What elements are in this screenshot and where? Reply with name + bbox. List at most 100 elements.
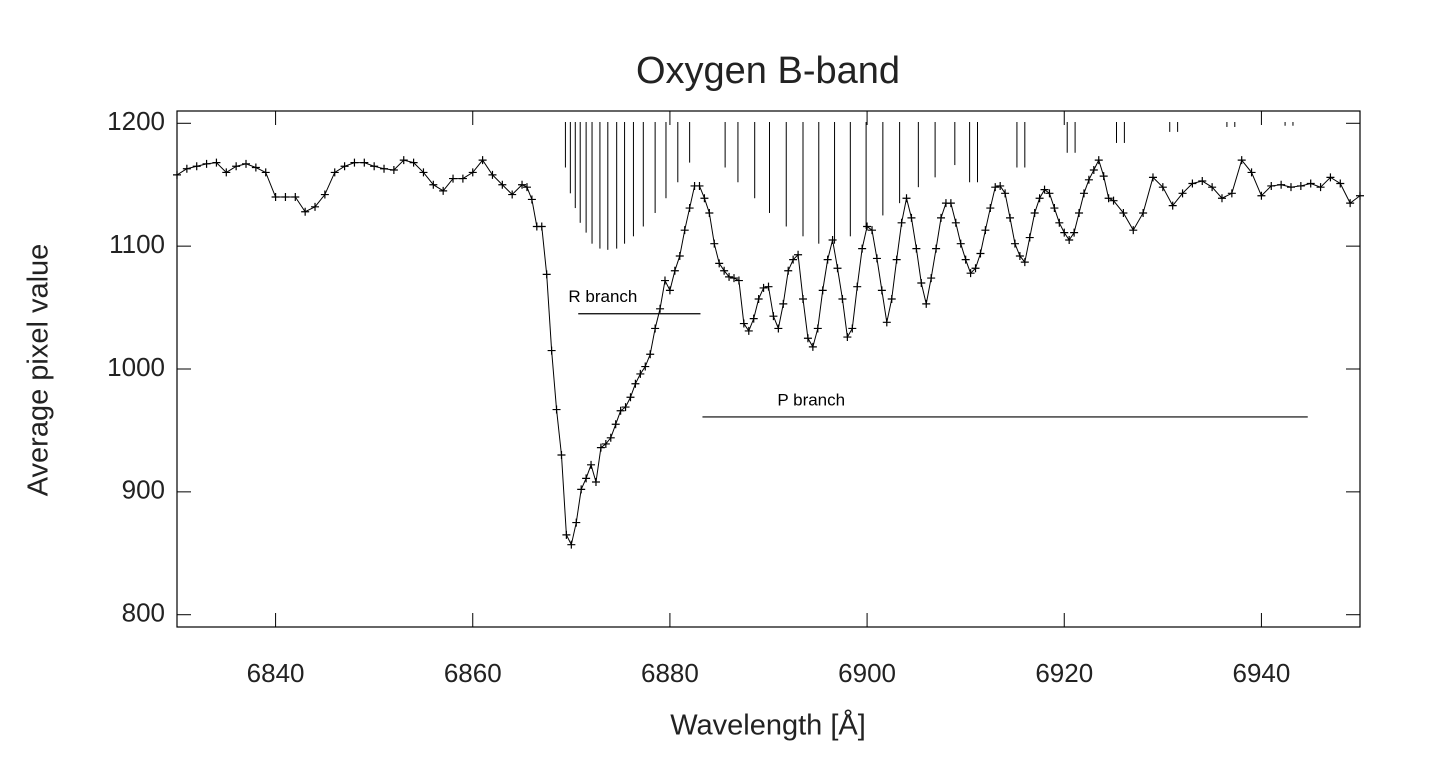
data-point — [823, 255, 832, 264]
data-point — [616, 406, 625, 415]
data-point — [242, 159, 251, 168]
data-point — [567, 540, 576, 549]
data-point — [611, 420, 620, 429]
data-point — [537, 222, 546, 231]
data-point — [587, 460, 596, 469]
data-point — [1040, 185, 1049, 194]
data-point — [838, 294, 847, 303]
data-point — [621, 403, 630, 412]
data-point — [799, 294, 808, 303]
data-point — [695, 181, 704, 190]
data-point — [1129, 226, 1138, 235]
data-point — [606, 433, 615, 442]
data-point — [1015, 251, 1024, 260]
data-point — [1079, 189, 1088, 198]
data-point — [572, 518, 581, 527]
data-point — [522, 183, 531, 192]
data-point — [937, 213, 946, 222]
data-point — [734, 276, 743, 285]
y-tick-label: 800 — [122, 598, 165, 628]
data-point — [665, 286, 674, 295]
data-point — [981, 226, 990, 235]
data-point — [1075, 208, 1084, 217]
data-point — [1119, 208, 1128, 217]
data-point — [818, 286, 827, 295]
data-point — [478, 156, 487, 165]
data-point — [749, 314, 758, 323]
data-point — [774, 324, 783, 333]
data-point — [872, 254, 881, 263]
data-point — [685, 204, 694, 213]
data-point — [656, 304, 665, 313]
data-point — [1356, 191, 1364, 200]
data-point — [591, 478, 600, 487]
data-point — [1010, 239, 1019, 248]
data-point — [173, 170, 181, 179]
data-point — [646, 350, 655, 359]
data-point — [370, 162, 379, 171]
data-point — [626, 393, 635, 402]
data-point — [596, 443, 605, 452]
data-point — [1070, 228, 1079, 237]
x-tick-label: 6880 — [641, 658, 699, 688]
data-point — [1035, 194, 1044, 203]
data-point — [1257, 191, 1266, 200]
data-point — [419, 168, 428, 177]
data-point — [1020, 258, 1029, 267]
data-point — [350, 158, 359, 167]
data-point — [725, 272, 734, 281]
data-point — [670, 266, 679, 275]
data-point — [582, 474, 591, 483]
data-point — [1089, 165, 1098, 174]
data-point — [182, 164, 191, 173]
data-point — [739, 319, 748, 328]
data-point — [301, 207, 310, 216]
x-axis-label: Wavelength [Å] — [670, 709, 866, 742]
data-point — [917, 279, 926, 287]
data-point — [557, 451, 566, 459]
data-point — [360, 158, 369, 167]
data-point — [439, 186, 448, 195]
data-point — [311, 202, 320, 211]
data-point — [1065, 236, 1074, 244]
data-point — [429, 180, 438, 189]
data-point — [330, 168, 339, 177]
data-point — [828, 236, 837, 244]
data-point — [641, 362, 650, 371]
data-point — [1316, 183, 1325, 192]
data-point — [868, 226, 877, 235]
data-point — [1084, 175, 1093, 184]
data-point — [389, 165, 398, 174]
data-point — [552, 405, 561, 414]
data-point — [458, 174, 467, 183]
data-point — [705, 208, 714, 217]
data-point — [927, 274, 936, 283]
data-point — [1346, 199, 1355, 208]
data-point — [1050, 204, 1059, 213]
data-point — [1001, 189, 1010, 198]
data-point — [399, 156, 408, 165]
data-point — [961, 255, 970, 264]
data-point — [833, 264, 842, 273]
data-point — [912, 244, 921, 253]
data-point — [754, 294, 763, 303]
data-point — [946, 199, 955, 208]
data-point — [1277, 180, 1286, 189]
data-point — [700, 194, 709, 203]
data-point — [887, 294, 896, 303]
data-point — [527, 195, 536, 204]
y-tick-label: 1100 — [109, 229, 165, 259]
data-point — [1296, 181, 1305, 190]
data-point — [1006, 213, 1015, 222]
data-point — [956, 239, 965, 248]
plot-frame — [176, 110, 1361, 628]
data-point — [547, 346, 556, 355]
data-point — [803, 334, 812, 343]
data-point — [710, 239, 719, 248]
y-tick-label: 900 — [122, 475, 165, 505]
data-point — [991, 183, 1000, 192]
data-point — [380, 164, 389, 173]
data-point — [892, 255, 901, 264]
data-point — [907, 213, 916, 222]
